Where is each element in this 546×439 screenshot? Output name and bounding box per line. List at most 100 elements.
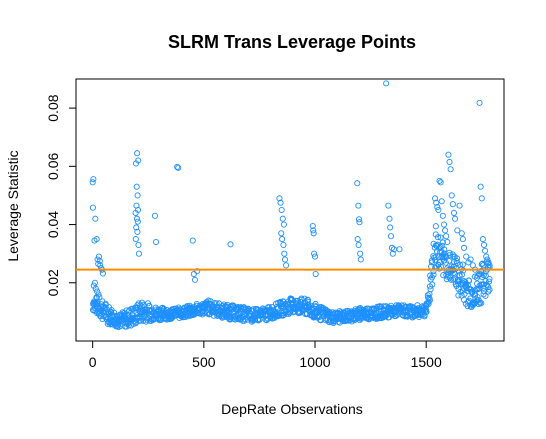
- data-point: [273, 303, 280, 310]
- data-point: [278, 206, 285, 214]
- data-point: [478, 300, 485, 307]
- data-point: [436, 177, 443, 184]
- data-point: [465, 277, 472, 284]
- data-point: [175, 164, 182, 171]
- data-point: [425, 298, 432, 306]
- data-point: [482, 247, 489, 254]
- data-points: [89, 80, 493, 331]
- data-point: [280, 221, 287, 228]
- data-point: [480, 291, 487, 298]
- data-point: [426, 295, 433, 302]
- data-point: [476, 285, 483, 292]
- data-point: [396, 246, 403, 253]
- data-point: [310, 227, 317, 234]
- data-point: [386, 215, 393, 222]
- data-point: [138, 303, 145, 310]
- data-point: [135, 241, 142, 248]
- data-point: [90, 176, 97, 183]
- y-axis: 0.02 0.04 0.06 0.08: [45, 94, 77, 296]
- data-point: [279, 236, 286, 243]
- x-tick-label: 500: [192, 354, 216, 370]
- data-point: [459, 261, 466, 268]
- data-point: [134, 302, 141, 309]
- data-point: [189, 237, 196, 244]
- data-point: [485, 259, 492, 266]
- data-point: [96, 294, 103, 301]
- data-point: [99, 270, 106, 277]
- data-point: [93, 236, 100, 243]
- data-point: [448, 192, 455, 199]
- data-point: [460, 244, 468, 251]
- data-point: [475, 301, 482, 308]
- data-point: [355, 202, 362, 209]
- data-point: [91, 279, 98, 286]
- data-point: [434, 234, 442, 241]
- data-point: [429, 281, 436, 288]
- data-point: [447, 276, 455, 283]
- data-point: [356, 219, 363, 226]
- data-point: [476, 99, 483, 106]
- data-point: [213, 300, 220, 307]
- data-point: [227, 241, 234, 248]
- data-point: [355, 216, 363, 223]
- data-point: [355, 241, 362, 248]
- data-point: [134, 192, 141, 199]
- data-point: [434, 204, 441, 211]
- data-point: [278, 230, 285, 237]
- data-point: [486, 286, 493, 293]
- data-point: [311, 253, 319, 260]
- data-point: [443, 233, 450, 240]
- data-point: [424, 292, 431, 299]
- data-point: [435, 206, 442, 214]
- data-point: [174, 163, 181, 170]
- data-point: [482, 292, 489, 299]
- data-point: [442, 227, 449, 234]
- data-point: [446, 249, 453, 256]
- data-point: [309, 222, 316, 230]
- data-point: [436, 265, 443, 272]
- data-point: [446, 158, 453, 166]
- data-point: [354, 180, 361, 187]
- data-point: [450, 209, 458, 216]
- data-point: [441, 246, 448, 253]
- data-point: [312, 300, 319, 308]
- data-point: [121, 312, 128, 319]
- data-point: [486, 262, 493, 269]
- data-point: [132, 209, 139, 216]
- data-point: [482, 272, 489, 279]
- data-point: [430, 268, 437, 275]
- data-point: [151, 212, 158, 219]
- data-point: [310, 230, 317, 237]
- data-point: [467, 295, 474, 302]
- data-point: [425, 300, 432, 308]
- data-point: [134, 228, 141, 235]
- data-point: [95, 291, 102, 298]
- data-point: [96, 257, 103, 264]
- data-point: [387, 233, 395, 240]
- data-point: [199, 311, 206, 318]
- data-point: [449, 201, 456, 208]
- x-tick-label: 0: [89, 354, 97, 370]
- data-point: [121, 312, 128, 319]
- data-point: [98, 265, 105, 272]
- data-point: [357, 256, 364, 263]
- data-point: [437, 179, 444, 186]
- data-point: [234, 303, 241, 310]
- data-point: [89, 204, 96, 211]
- data-point: [430, 271, 437, 278]
- data-point: [473, 286, 480, 293]
- data-point: [459, 236, 466, 243]
- data-point: [383, 80, 390, 87]
- data-point: [134, 150, 141, 157]
- data-point: [484, 256, 491, 263]
- data-point: [190, 270, 197, 278]
- data-point: [456, 202, 463, 209]
- data-point: [483, 253, 490, 260]
- data-point: [454, 255, 461, 262]
- data-point: [357, 250, 364, 257]
- data-point: [432, 254, 439, 261]
- data-point: [135, 250, 142, 257]
- data-point: [102, 300, 109, 307]
- data-point: [437, 234, 444, 241]
